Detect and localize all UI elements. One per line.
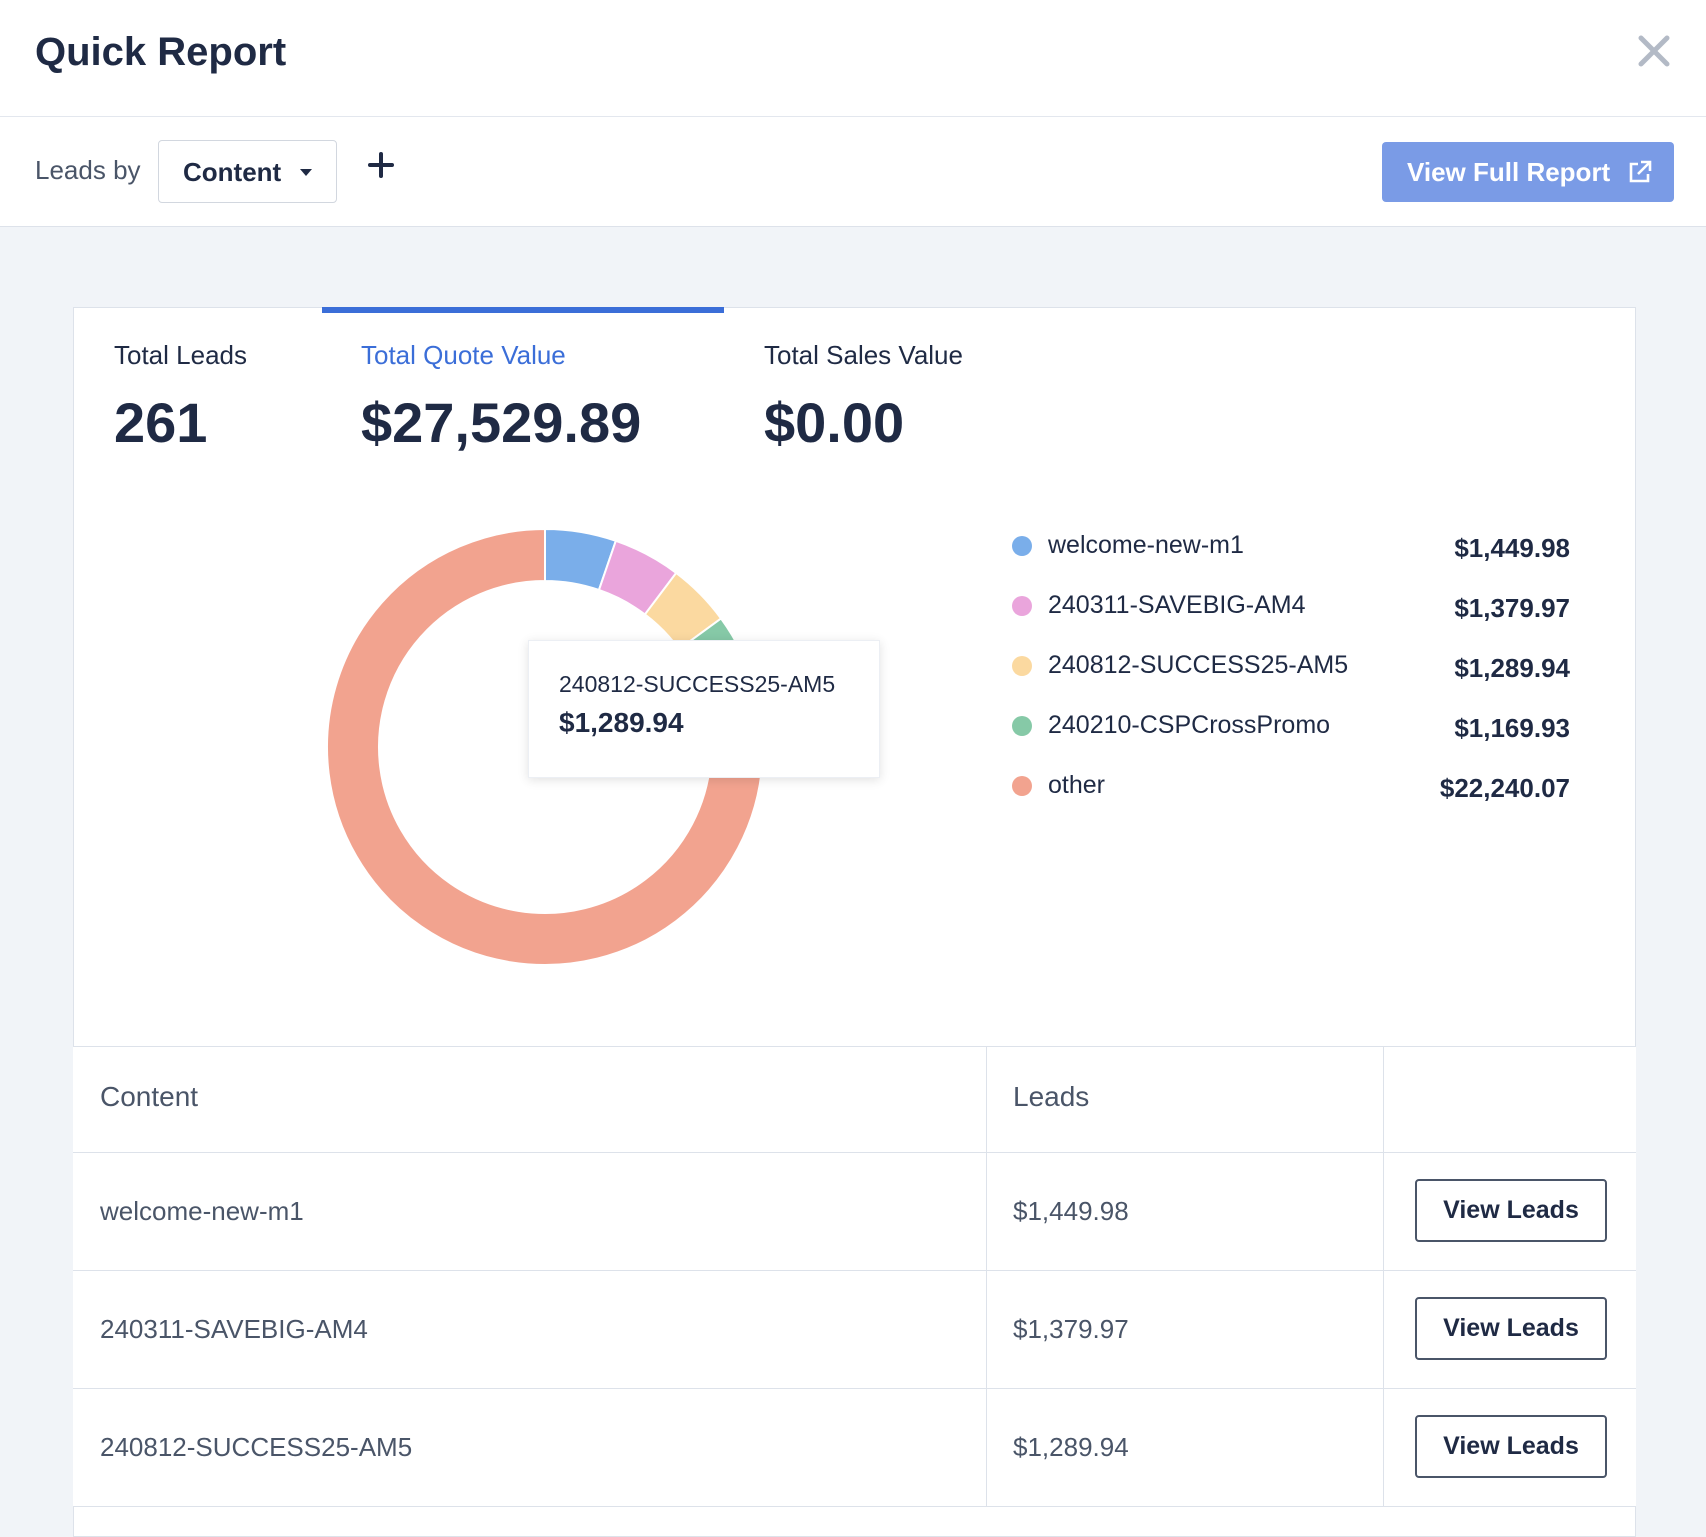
legend-item[interactable]: welcome-new-m1 $1,449.98 [1010, 527, 1570, 567]
leads-cell: $1,289.94 [1013, 1432, 1129, 1462]
metric-value: $27,529.89 [361, 391, 642, 454]
legend-label: other [1048, 771, 1105, 799]
external-link-icon [1629, 160, 1652, 183]
tooltip-value: $1,289.94 [559, 707, 684, 738]
view-leads-button[interactable]: View Leads [1415, 1179, 1607, 1242]
modal-header: Quick Report [0, 0, 1706, 117]
view-full-report-button[interactable]: View Full Report [1382, 142, 1674, 202]
leads-cell: $1,379.97 [1013, 1314, 1129, 1344]
close-icon[interactable] [1636, 33, 1672, 69]
table-header: Content Leads [73, 1046, 1636, 1153]
content-cell: 240812-SUCCESS25-AM5 [100, 1432, 413, 1462]
chevron-down-icon [300, 169, 312, 176]
legend-label: 240812-SUCCESS25-AM5 [1048, 651, 1349, 679]
legend-value: $1,379.97 [1454, 593, 1570, 623]
view-leads-label: View Leads [1443, 1432, 1579, 1460]
legend-label: 240210-CSPCrossPromo [1048, 711, 1331, 739]
legend-label: 240311-SAVEBIG-AM4 [1048, 591, 1306, 619]
column-header-leads: Leads [1013, 1081, 1090, 1112]
group-by-dropdown[interactable]: Content [158, 140, 337, 203]
page-title: Quick Report [35, 30, 287, 74]
legend-item[interactable]: other $22,240.07 [1010, 767, 1570, 807]
legend-item[interactable]: 240311-SAVEBIG-AM4 $1,379.97 [1010, 587, 1570, 627]
metric-value: $0.00 [764, 391, 905, 454]
table-row: 240311-SAVEBIG-AM4 $1,379.97 View Leads [73, 1271, 1636, 1389]
legend-value: $1,169.93 [1454, 713, 1570, 743]
column-divider [986, 1046, 987, 1506]
metric-label: Total Leads [114, 340, 247, 370]
column-header-content: Content [100, 1081, 199, 1112]
legend-dot-icon [1012, 596, 1032, 616]
legend-dot-icon [1012, 656, 1032, 676]
metric-label: Total Quote Value [361, 340, 566, 370]
view-leads-button[interactable]: View Leads [1415, 1415, 1607, 1478]
dropdown-value: Content [183, 157, 282, 187]
column-divider [1383, 1046, 1384, 1506]
metric-total-sales-value[interactable]: Total Sales Value $0.00 [764, 340, 1024, 460]
plus-icon[interactable] [366, 150, 396, 180]
legend-dot-icon [1012, 716, 1032, 736]
report-toolbar: Leads by Content View Full Report [0, 117, 1706, 227]
view-full-report-label: View Full Report [1407, 157, 1611, 187]
active-tab-indicator [322, 307, 724, 313]
table-row: welcome-new-m1 $1,449.98 View Leads [73, 1153, 1636, 1271]
content-cell: 240311-SAVEBIG-AM4 [100, 1314, 368, 1344]
metric-value: 261 [114, 391, 208, 454]
leads-by-label: Leads by [35, 155, 141, 185]
legend-value: $1,289.94 [1454, 653, 1570, 683]
donut-slice[interactable] [326, 527, 764, 966]
legend-label: welcome-new-m1 [1048, 531, 1244, 559]
view-leads-label: View Leads [1443, 1196, 1579, 1224]
legend-value: $1,449.98 [1454, 533, 1570, 563]
view-leads-label: View Leads [1443, 1314, 1579, 1342]
metric-label: Total Sales Value [764, 340, 963, 370]
view-leads-button[interactable]: View Leads [1415, 1297, 1607, 1360]
content-cell: welcome-new-m1 [100, 1196, 304, 1226]
metric-total-leads[interactable]: Total Leads 261 [114, 340, 314, 460]
legend-value: $22,240.07 [1439, 773, 1570, 803]
tooltip-name: 240812-SUCCESS25-AM5 [559, 671, 836, 697]
table-row: 240812-SUCCESS25-AM5 $1,289.94 View Lead… [73, 1389, 1636, 1507]
leads-cell: $1,449.98 [1013, 1196, 1129, 1226]
chart-tooltip: 240812-SUCCESS25-AM5 $1,289.94 [528, 640, 880, 778]
legend-dot-icon [1012, 776, 1032, 796]
metric-total-quote-value[interactable]: Total Quote Value $27,529.89 [361, 340, 721, 460]
legend-item[interactable]: 240812-SUCCESS25-AM5 $1,289.94 [1010, 647, 1570, 687]
legend-dot-icon [1012, 536, 1032, 556]
legend-item[interactable]: 240210-CSPCrossPromo $1,169.93 [1010, 707, 1570, 747]
